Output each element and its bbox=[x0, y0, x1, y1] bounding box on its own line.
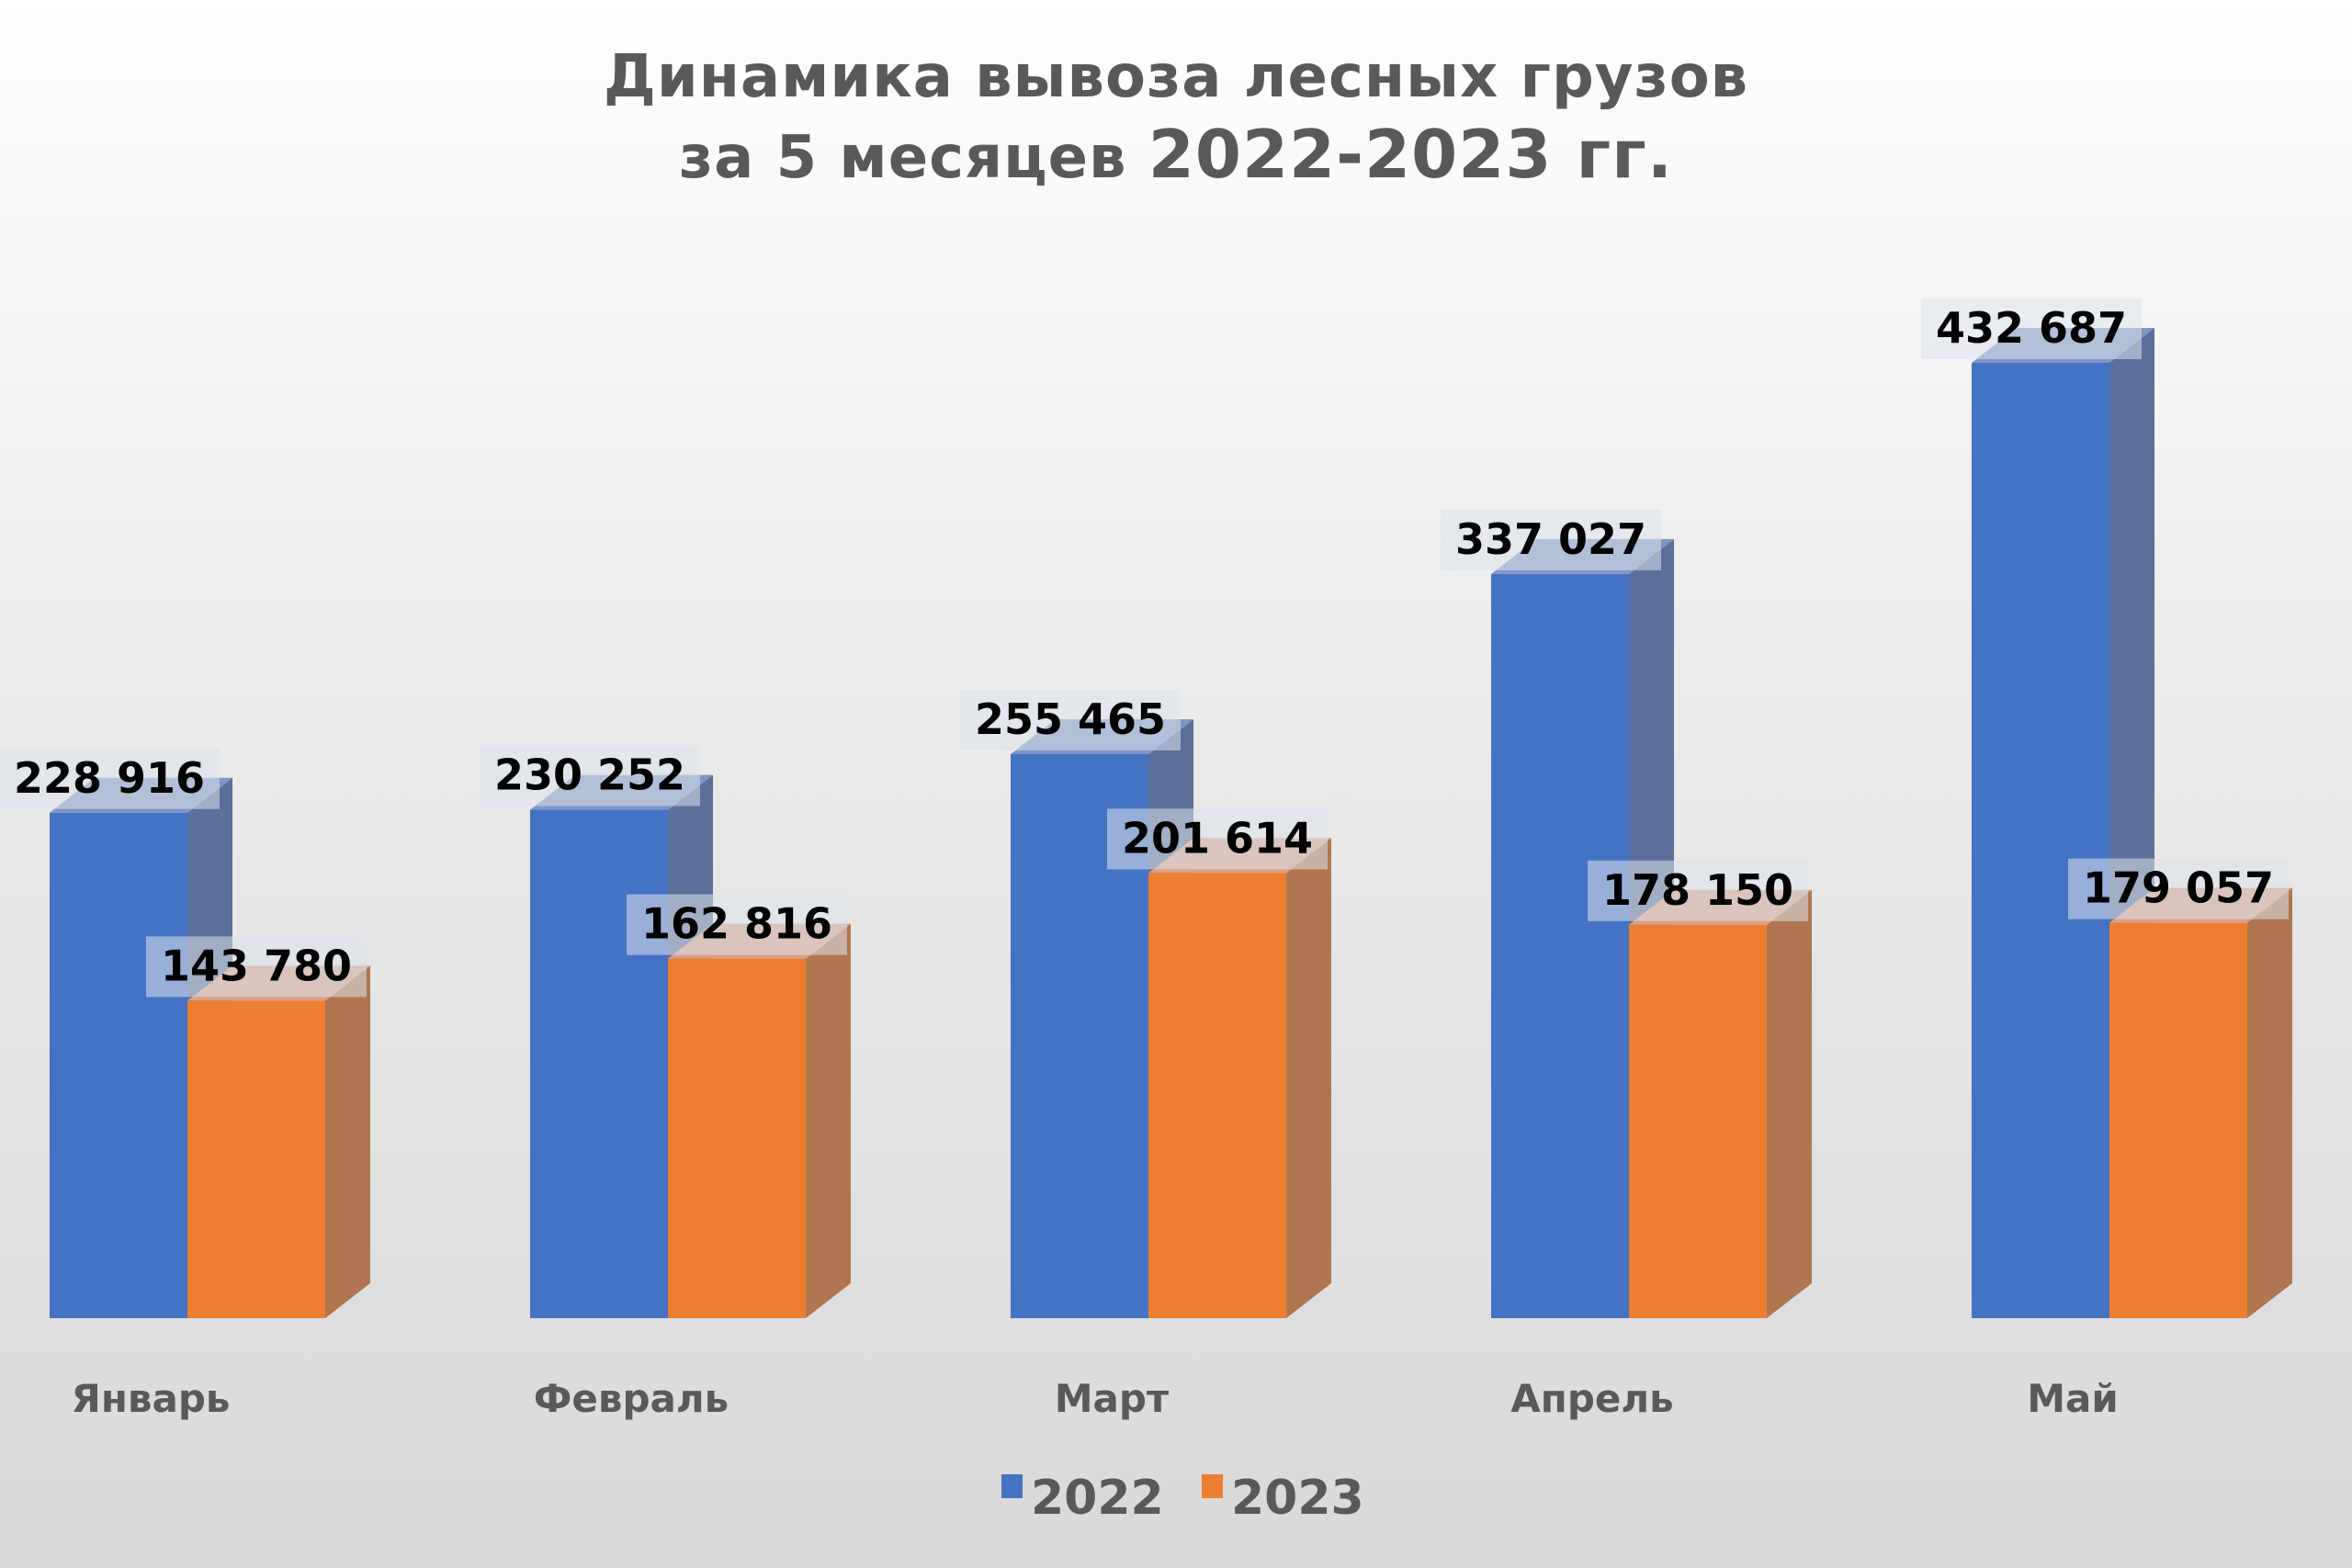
data-label-box bbox=[1921, 299, 2142, 359]
bar-2023-4 bbox=[2109, 922, 2247, 1318]
data-label-2022-2: 255 465 bbox=[975, 694, 1166, 744]
data-label-2023-4: 179 057 bbox=[2083, 863, 2274, 913]
data-label-box bbox=[1107, 808, 1328, 870]
data-label-2023-1: 162 816 bbox=[641, 899, 832, 949]
data-label-box bbox=[960, 689, 1181, 750]
data-label-box bbox=[2068, 858, 2289, 919]
data-label-box bbox=[1441, 509, 1661, 570]
bar-2023-1 bbox=[668, 958, 806, 1318]
category-label: Март bbox=[1055, 1376, 1170, 1421]
category-label: Май bbox=[2027, 1376, 2119, 1421]
bar-2022-1 bbox=[530, 809, 668, 1318]
data-label-2023-0: 143 780 bbox=[161, 941, 352, 990]
data-label-2023-2: 201 614 bbox=[1122, 813, 1313, 863]
bar-2023-3 bbox=[1629, 924, 1767, 1318]
bar-side-2023-3 bbox=[1767, 889, 1812, 1318]
legend-label-2022: 2022 bbox=[1031, 1471, 1164, 1526]
title-line-2-years: 2022-2023 гг. bbox=[1148, 116, 1674, 193]
bar-side-2023-0 bbox=[325, 965, 370, 1318]
title-line-1: Динамика вывоза лесных грузов bbox=[603, 43, 1749, 111]
data-label-box bbox=[627, 894, 847, 955]
data-label-box bbox=[480, 745, 700, 807]
bar-2023-2 bbox=[1148, 873, 1286, 1318]
bar-2022-0 bbox=[50, 812, 187, 1318]
data-label-2022-3: 337 027 bbox=[1455, 514, 1646, 564]
bar-side-2023-1 bbox=[806, 923, 851, 1318]
legend-swatch-2023 bbox=[1202, 1474, 1223, 1498]
category-label: Январь bbox=[72, 1376, 231, 1421]
category-label: Апрель bbox=[1510, 1376, 1673, 1421]
legend-swatch-2022 bbox=[1001, 1474, 1023, 1498]
data-label-2023-3: 178 150 bbox=[1602, 865, 1793, 915]
title-line-2: за 5 месяцев 2022-2023 гг. bbox=[0, 116, 2352, 197]
title-line-2-prefix: за 5 месяцев bbox=[678, 124, 1127, 192]
data-label-2022-1: 230 252 bbox=[494, 750, 685, 800]
legend-label-2023: 2023 bbox=[1231, 1471, 1364, 1526]
data-label-box bbox=[0, 748, 220, 809]
bar-side-2023-4 bbox=[2247, 887, 2292, 1318]
chart-title: Динамика вывоза лесных грузов за 5 месяц… bbox=[0, 39, 2352, 197]
bar-2022-3 bbox=[1491, 573, 1629, 1318]
data-label-box bbox=[146, 936, 367, 998]
bar-2022-4 bbox=[1972, 363, 2109, 1318]
data-label-2022-4: 432 687 bbox=[1936, 303, 2127, 353]
bar-2023-0 bbox=[187, 1000, 325, 1318]
category-label: Февраль bbox=[534, 1376, 729, 1421]
data-label-2022-0: 228 916 bbox=[14, 753, 205, 803]
data-label-box bbox=[1588, 860, 1808, 921]
bar-side-2023-2 bbox=[1286, 838, 1331, 1318]
